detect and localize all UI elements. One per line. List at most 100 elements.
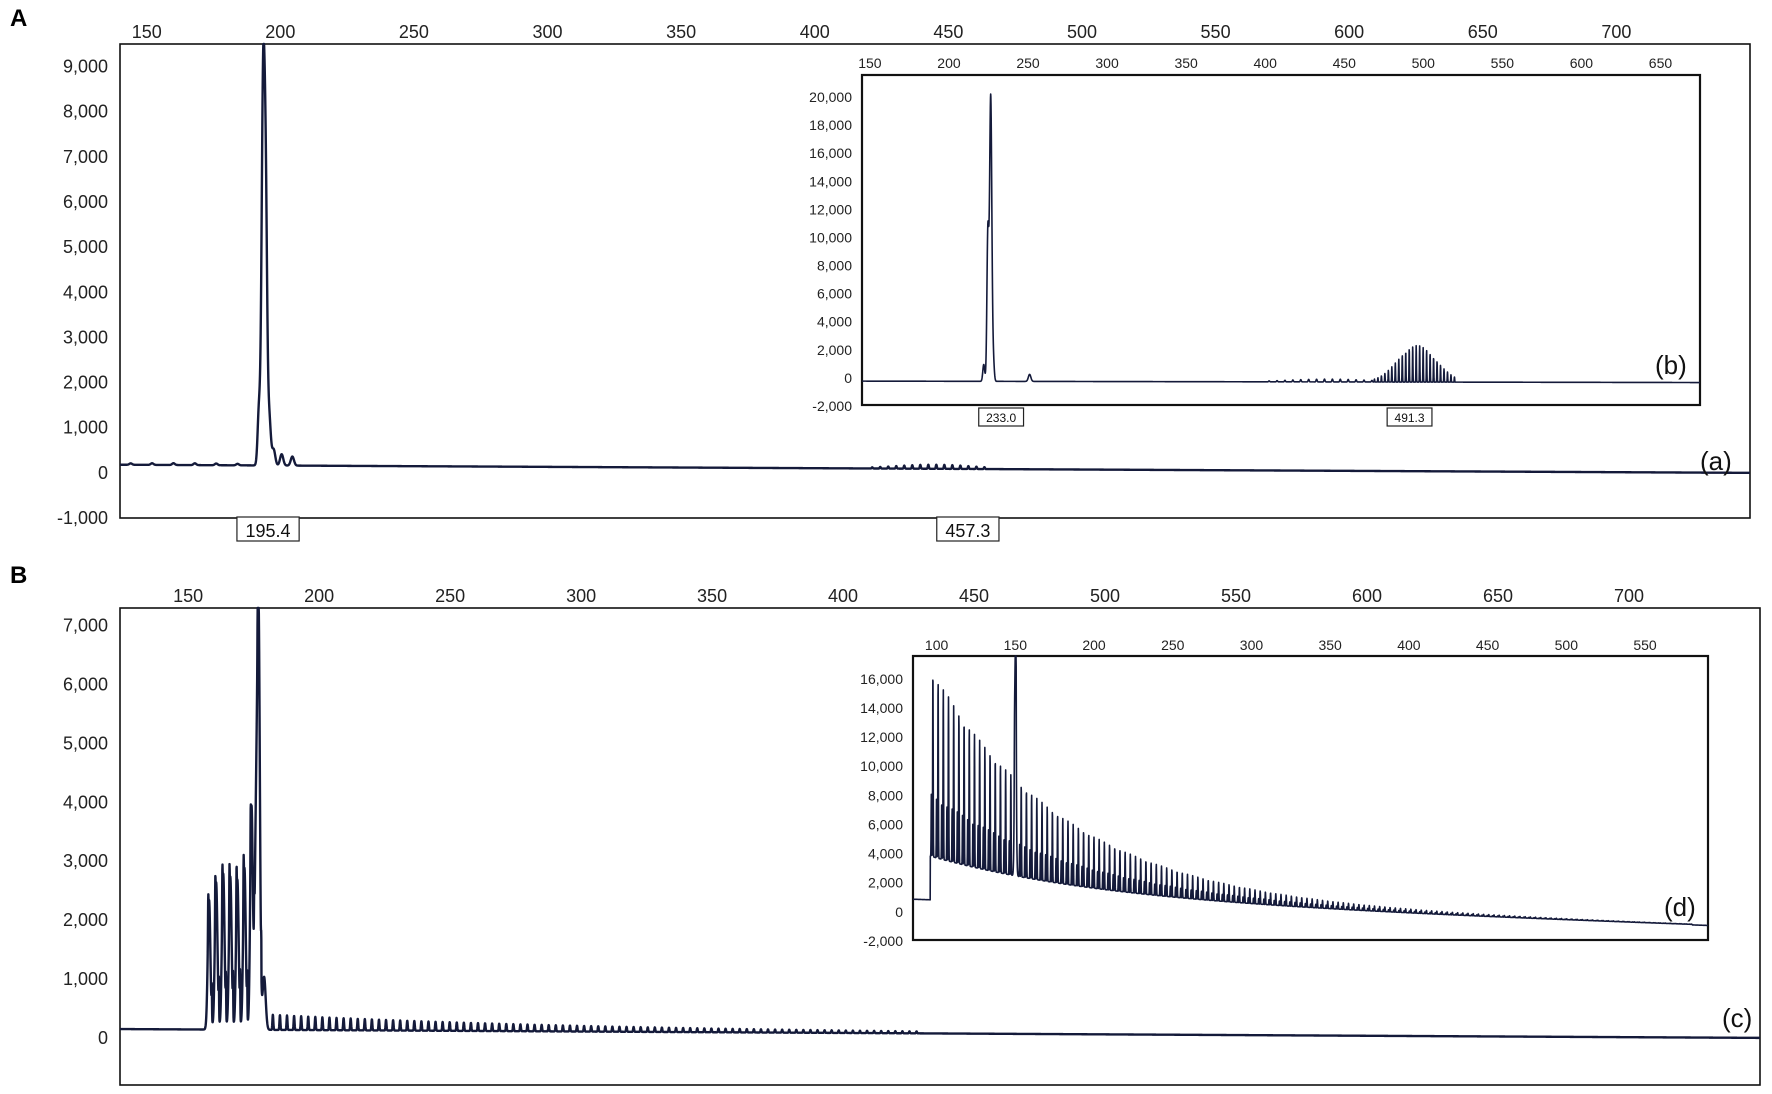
trace-line — [861, 93, 1701, 384]
plot-frame — [911, 654, 1710, 942]
x-tick-label: 400 — [1254, 55, 1278, 71]
trace-tag: (d) — [1664, 892, 1696, 922]
x-tick-label: 500 — [1412, 55, 1436, 71]
x-tick-label: 550 — [1201, 22, 1231, 42]
x-tick-label: 250 — [1161, 637, 1185, 653]
y-tick-label: 2,000 — [63, 373, 108, 393]
peak-label: 491.3 — [1386, 407, 1433, 427]
x-tick-label: 450 — [1333, 55, 1357, 71]
panel-A-inset: 150 200 250 300 350 400 450 500 550 600 650 20,000 1… — [809, 55, 1702, 427]
x-tick-label: 600 — [1334, 22, 1364, 42]
trace-tag: (b) — [1655, 350, 1687, 380]
x-tick-label: 250 — [399, 22, 429, 42]
y-tick-label: 2,000 — [868, 875, 903, 891]
panel-label-B: B — [10, 562, 27, 589]
x-tick-label: 150 — [858, 55, 882, 71]
x-tick-label: 200 — [304, 586, 334, 606]
x-tick-label: 700 — [1601, 22, 1631, 42]
y-tick-label: 7,000 — [63, 147, 108, 167]
peak-label: 233.0 — [978, 407, 1025, 427]
peak-label-box — [978, 407, 1025, 427]
y-tick-label: 4,000 — [63, 282, 108, 302]
y-tick-label: 0 — [98, 1028, 108, 1048]
trace-tag: (c) — [1722, 1003, 1752, 1033]
x-tick-label: 450 — [959, 586, 989, 606]
y-tick-label: 7,000 — [63, 616, 108, 636]
x-tick-label: 600 — [1570, 55, 1594, 71]
trace-line — [118, 42, 1752, 475]
trace-tag: (a) — [1700, 446, 1732, 476]
x-tick-label: 450 — [933, 22, 963, 42]
peak-label-box — [936, 516, 1000, 542]
x-tick-label: 300 — [1095, 55, 1119, 71]
y-tick-label: 8,000 — [817, 258, 852, 274]
x-tick-label: 450 — [1476, 637, 1500, 653]
x-tick-label: 400 — [828, 586, 858, 606]
y-tick-label: 6,000 — [817, 286, 852, 302]
peak-label-box — [236, 516, 300, 542]
y-tick-label: 0 — [844, 370, 852, 386]
x-tick-label: 150 — [173, 586, 203, 606]
x-tick-label: 550 — [1491, 55, 1515, 71]
x-tick-label: 700 — [1614, 586, 1644, 606]
peak-label-box — [1386, 407, 1433, 427]
y-tick-label: 4,000 — [63, 792, 108, 812]
x-tick-label: 300 — [566, 586, 596, 606]
panel-B-inset: 100 150 200 250 300 350 400 450 500 550 16,000 14,0… — [860, 637, 1710, 949]
y-tick-label: 2,000 — [817, 342, 852, 358]
x-tick-label: 650 — [1649, 55, 1673, 71]
peak-label-text: 457.3 — [945, 521, 990, 541]
x-tick-label: 250 — [435, 586, 465, 606]
y-tick-label: 5,000 — [63, 237, 108, 257]
trace-line — [912, 655, 1709, 927]
y-tick-label: 9,000 — [63, 57, 108, 77]
panel-label-A: A — [10, 5, 27, 32]
y-tick-label: 6,000 — [63, 192, 108, 212]
x-tick-label: 550 — [1221, 586, 1251, 606]
y-tick-label: 16,000 — [809, 145, 852, 161]
x-tick-label: 200 — [1082, 637, 1106, 653]
x-tick-label: 400 — [800, 22, 830, 42]
y-tick-label: 0 — [895, 904, 903, 920]
y-tick-label: 3,000 — [63, 851, 108, 871]
x-tick-label: 300 — [533, 22, 563, 42]
y-tick-label: 4,000 — [817, 314, 852, 330]
x-tick-label: 200 — [937, 55, 961, 71]
peak-label-text: 195.4 — [246, 521, 291, 541]
y-tick-label: 3,000 — [63, 327, 108, 347]
y-tick-label: 0 — [98, 463, 108, 483]
plot-frame — [860, 73, 1702, 407]
trace-line — [118, 606, 1762, 1040]
y-tick-label: 18,000 — [809, 117, 852, 133]
x-tick-label: 350 — [666, 22, 696, 42]
peak-label: 195.4 — [236, 516, 300, 542]
peak-label: 457.3 — [936, 516, 1000, 542]
x-tick-label: 500 — [1555, 637, 1579, 653]
y-tick-label: 2,000 — [63, 910, 108, 930]
peak-label-text: 233.0 — [986, 411, 1016, 425]
x-tick-label: 650 — [1483, 586, 1513, 606]
y-tick-label: 10,000 — [860, 758, 903, 774]
y-tick-label: -2,000 — [863, 933, 903, 949]
x-tick-label: 200 — [265, 22, 295, 42]
y-tick-label: 8,000 — [63, 102, 108, 122]
x-tick-label: 300 — [1240, 637, 1264, 653]
y-tick-label: 16,000 — [860, 671, 903, 687]
y-tick-label: 5,000 — [63, 733, 108, 753]
y-tick-label: -2,000 — [812, 398, 852, 414]
x-tick-label: 150 — [132, 22, 162, 42]
y-tick-label: 6,000 — [63, 675, 108, 695]
y-tick-label: 12,000 — [860, 729, 903, 745]
x-tick-label: 350 — [1318, 637, 1342, 653]
y-tick-label: 4,000 — [868, 846, 903, 862]
x-tick-label: 350 — [697, 586, 727, 606]
x-tick-label: 400 — [1397, 637, 1421, 653]
x-tick-label: 600 — [1352, 586, 1382, 606]
y-tick-label: 8,000 — [868, 787, 903, 803]
y-tick-label: 1,000 — [63, 418, 108, 438]
x-tick-label: 250 — [1016, 55, 1040, 71]
y-tick-label: 12,000 — [809, 201, 852, 217]
y-tick-label: -1,000 — [57, 508, 108, 528]
x-tick-label: 350 — [1174, 55, 1198, 71]
x-tick-label: 550 — [1633, 637, 1657, 653]
